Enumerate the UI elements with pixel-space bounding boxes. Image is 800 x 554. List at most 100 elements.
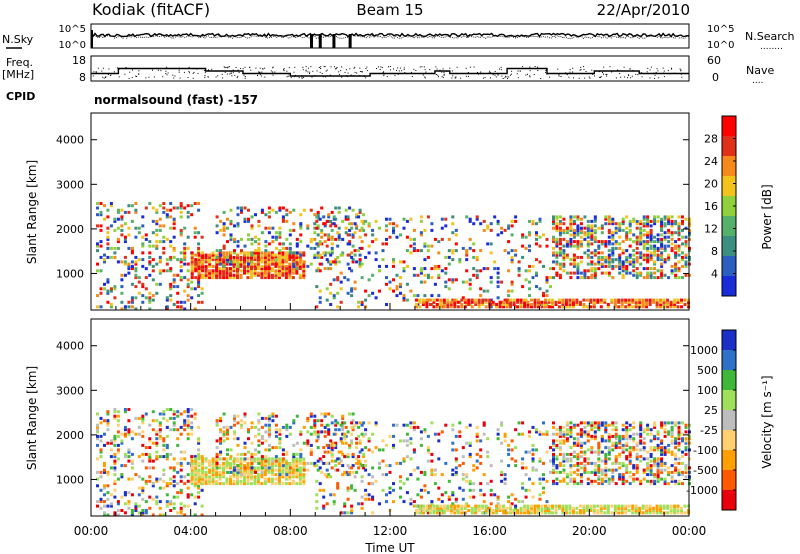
velocity-cell [322, 506, 326, 510]
power-cell [653, 262, 657, 266]
power-cell [367, 278, 371, 282]
velocity-cell [123, 410, 127, 414]
velocity-cell [162, 455, 166, 459]
velocity-cell [479, 448, 483, 452]
velocity-cell [99, 448, 103, 452]
power-cell [267, 255, 271, 259]
nave-point [545, 70, 547, 72]
velocity-cell [334, 428, 338, 432]
velocity-cell [593, 425, 597, 429]
velocity-cell [162, 412, 166, 416]
velocity-cell [628, 452, 632, 456]
nave-point [305, 69, 307, 71]
power-cell [677, 246, 681, 250]
nave-point [510, 73, 512, 75]
power-cell [299, 226, 303, 230]
velocity-cell [590, 448, 594, 452]
power-cell [201, 258, 205, 262]
power-cell [204, 273, 208, 277]
power-cell [614, 246, 618, 250]
velocity-cell [660, 425, 664, 429]
power-cell [197, 258, 201, 262]
power-cell [247, 251, 250, 255]
power-cell [564, 305, 568, 309]
nave-point [506, 76, 508, 78]
nave-point [148, 76, 150, 78]
nave-point [656, 68, 658, 70]
power-cell [141, 300, 145, 304]
power-cell [229, 267, 232, 271]
power-cell [165, 237, 169, 241]
velocity-cell [141, 421, 145, 425]
power-cell [270, 258, 274, 262]
power-cell [253, 255, 257, 259]
velocity-cell [593, 430, 597, 434]
velocity-cell [113, 495, 117, 499]
velocity-cell [350, 441, 354, 445]
velocity-cell [264, 468, 268, 472]
velocity-cell [635, 457, 639, 461]
power-cell [618, 260, 622, 264]
velocity-cell [298, 470, 302, 474]
velocity-cell [632, 439, 636, 443]
nave-point [135, 75, 137, 77]
power-cell [491, 303, 495, 306]
power-cell [257, 246, 261, 250]
velocity-cell [628, 459, 632, 463]
velocity-cell [350, 421, 354, 425]
power-cell [449, 305, 453, 309]
velocity-cell [442, 506, 446, 510]
velocity-cell [330, 455, 334, 459]
velocity-cell [201, 459, 205, 463]
power-cell [316, 244, 320, 248]
power-cell [274, 237, 278, 241]
velocity-cell [222, 473, 226, 477]
nave-point [113, 71, 115, 73]
power-cell [190, 273, 194, 277]
power-cell [648, 300, 652, 304]
power-cell [423, 280, 427, 284]
power-cell [134, 296, 138, 300]
velocity-cell [116, 509, 120, 512]
power-cell [179, 258, 183, 262]
power-cell [535, 231, 538, 235]
velocity-cell [565, 421, 569, 425]
velocity-cell [165, 452, 169, 456]
power-cell [590, 255, 594, 259]
power-cell [355, 215, 359, 219]
velocity-cell [246, 482, 250, 486]
power-cell [270, 276, 274, 280]
power-cell [552, 219, 555, 223]
power-cell [288, 267, 292, 271]
nave-point [272, 67, 274, 69]
power-cell [284, 271, 288, 275]
power-cell [392, 289, 395, 293]
power-cell [315, 305, 319, 309]
velocity-cell [524, 466, 528, 470]
velocity-cell [477, 509, 481, 512]
velocity-cell [593, 421, 597, 425]
power-cell [618, 242, 622, 246]
power-cell [558, 264, 562, 268]
velocity-cell [597, 482, 601, 486]
power-cell [358, 264, 362, 268]
power-cell [503, 298, 507, 302]
power-cell [295, 264, 299, 268]
velocity-cell [204, 477, 208, 481]
nave-point [504, 77, 506, 79]
power-cell [625, 258, 629, 262]
power-cell [263, 276, 267, 280]
velocity-cell [298, 473, 302, 477]
power-cell [215, 255, 219, 259]
power-cell [634, 300, 638, 304]
velocity-cell [113, 513, 117, 517]
velocity-cell [505, 511, 509, 515]
power-cell [200, 235, 204, 239]
velocity-cell [579, 466, 583, 470]
power-cell [677, 244, 681, 248]
velocity-cell [676, 509, 680, 512]
nave-point [165, 73, 167, 74]
freq-label: Freq. [6, 56, 33, 69]
power-cell [99, 202, 103, 205]
power-cell [590, 233, 594, 237]
